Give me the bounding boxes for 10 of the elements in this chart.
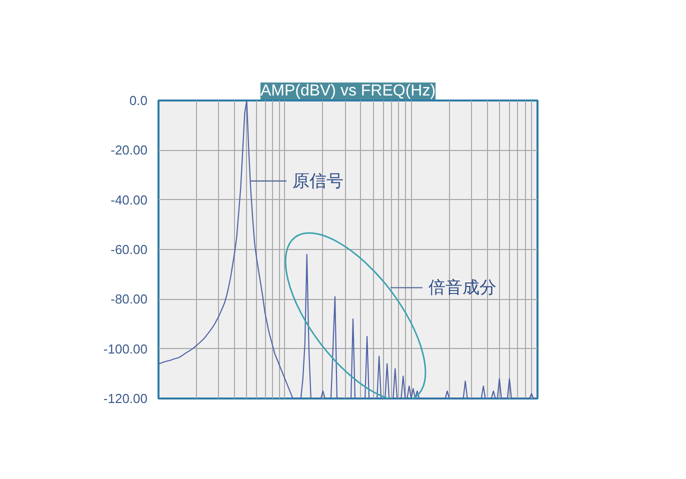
y-tick-label: -120.00 bbox=[103, 391, 148, 406]
y-tick-label: -20.00 bbox=[110, 142, 148, 158]
annotation: 倍音成分 bbox=[428, 278, 496, 298]
chart-title: AMP(dBV) vs FREQ(Hz) bbox=[260, 82, 436, 100]
y-tick-label: -60.00 bbox=[110, 242, 148, 257]
y-tick-label: -80.00 bbox=[110, 292, 148, 307]
y-tick-label: -100.00 bbox=[103, 341, 148, 356]
y-tick-label: 0.0 bbox=[129, 93, 148, 108]
annotation: 原信号 bbox=[292, 172, 344, 191]
y-tick-label: -40.00 bbox=[110, 192, 148, 208]
